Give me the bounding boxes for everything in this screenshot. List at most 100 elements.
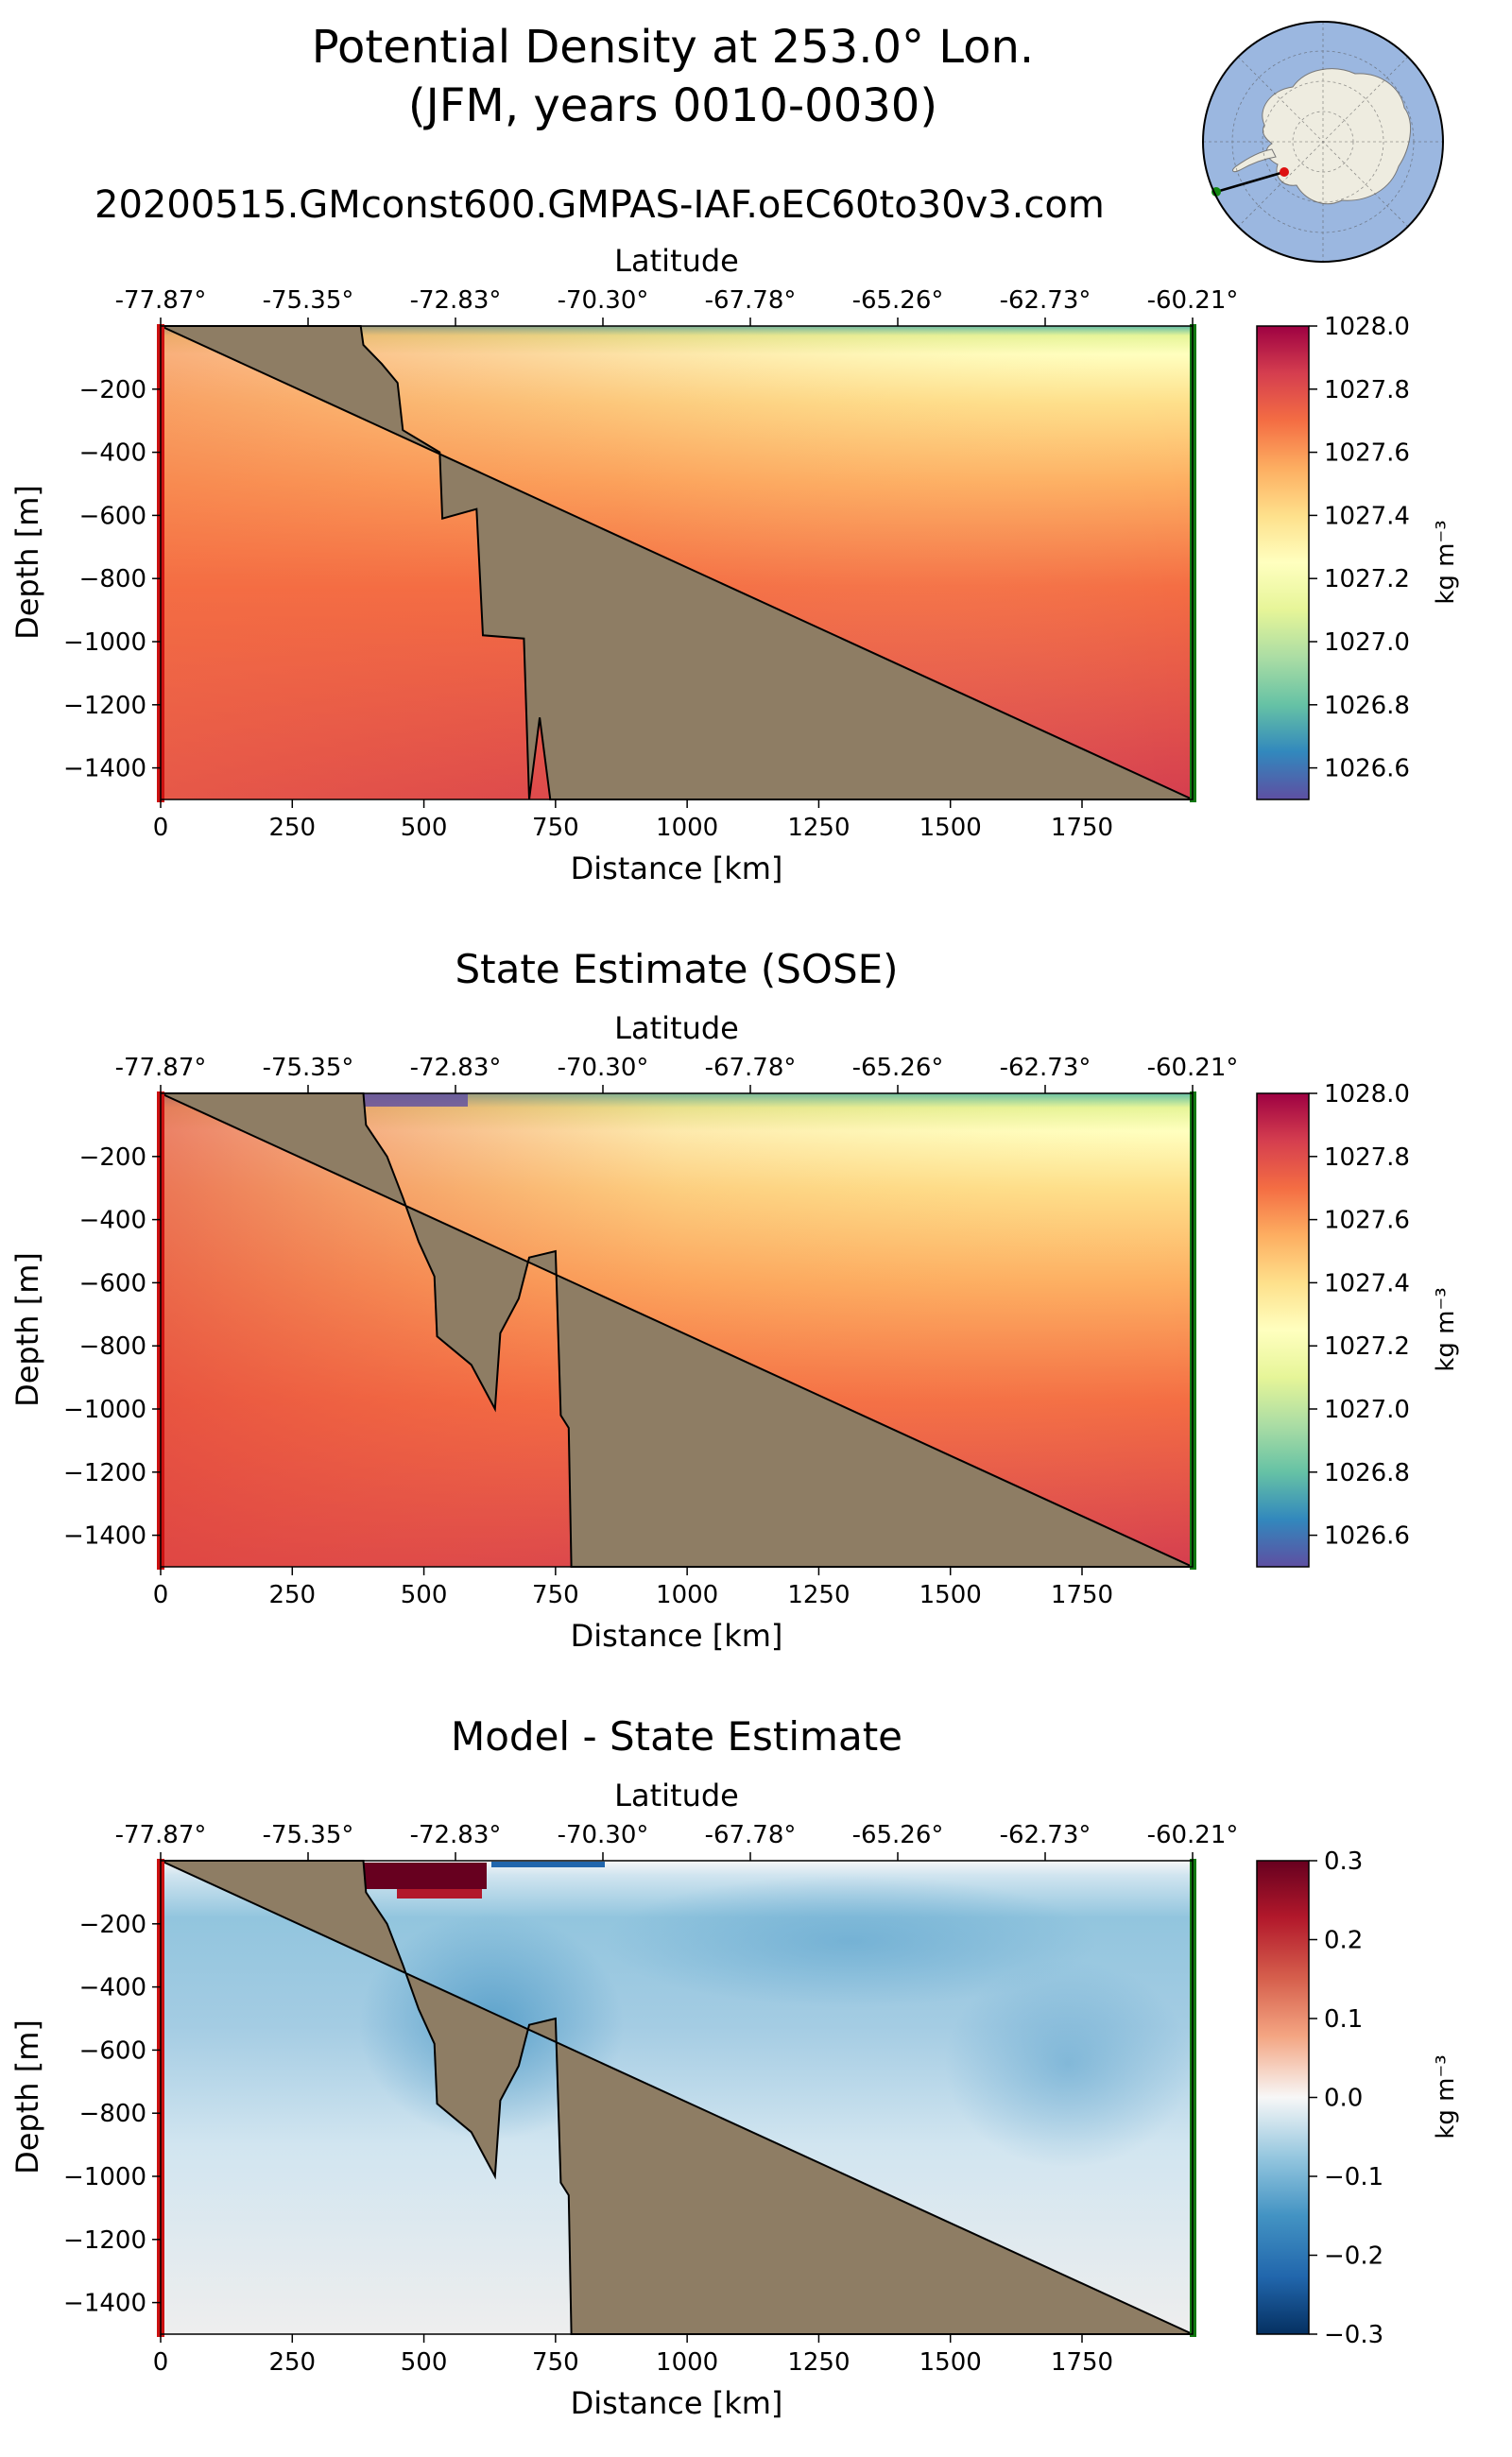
latitude-tick-label: -72.83° — [410, 286, 502, 315]
antarctic-peninsula — [1232, 148, 1277, 173]
colorbar-tick-label: 1027.8 — [1324, 1143, 1410, 1172]
colorbar-tick-label: 0.0 — [1324, 2085, 1363, 2113]
colorbar-tick-label: 0.2 — [1324, 1927, 1363, 1955]
depth-tick-label: −200 — [79, 1143, 146, 1172]
latitude-tick-label: -60.21° — [1147, 1054, 1239, 1082]
colorbar-tick-label: 1028.0 — [1324, 1080, 1410, 1108]
plot-frame — [160, 1092, 1194, 1568]
distance-axis: 0 250 500 750 1000 1250 1500 1750 — [153, 799, 1113, 842]
distance-tick-label: 0 — [153, 814, 169, 842]
depth-tick-label: −200 — [79, 1911, 146, 1939]
depth-tick-label: −1200 — [63, 692, 146, 720]
distance-tick-label: 1500 — [919, 2348, 982, 2377]
distance-tick-label: 750 — [532, 1581, 579, 1609]
colorbar-tick-label: 1027.8 — [1324, 376, 1410, 404]
depth-axis: −200 −400 −600 −800 −1000 −1200 −1400 — [63, 1911, 161, 2318]
latitude-tick-label: -72.83° — [410, 1821, 502, 1849]
seabed-land — [160, 1860, 1194, 2335]
depth-tick-label: −200 — [79, 376, 146, 404]
latitude-tick-label: -60.21° — [1147, 286, 1239, 315]
figure-title-line1: Potential Density at 253.0° Lon. — [312, 21, 1034, 74]
latitude-tick-label: -70.30° — [558, 1821, 649, 1849]
distance-tick-label: 0 — [153, 1581, 169, 1609]
distance-axis: 0 250 500 750 1000 1250 1500 1750 — [153, 2334, 1113, 2377]
colorbar-tick-label: 0.1 — [1324, 2005, 1363, 2034]
depth-axis: −200 −400 −600 −800 −1000 −1200 −1400 — [63, 1143, 161, 1551]
colorbar-tick-label: −0.2 — [1324, 2242, 1383, 2271]
depth-tick-label: −1400 — [63, 2290, 146, 2318]
distance-axis: 0 250 500 750 1000 1250 1500 1750 — [153, 1567, 1113, 1609]
colorbar-tick-label: 1027.2 — [1324, 1332, 1410, 1361]
distance-tick-label: 1750 — [1051, 1581, 1113, 1609]
latitude-tick-label: -65.26° — [852, 1054, 944, 1082]
latitude-axis-label: Latitude — [614, 1010, 739, 1046]
distance-tick-label: 1250 — [787, 1581, 850, 1609]
distance-tick-label: 1500 — [919, 1581, 982, 1609]
latitude-axis-label: Latitude — [614, 1778, 739, 1813]
depth-tick-label: −1000 — [63, 1396, 146, 1424]
map-graticule — [1203, 22, 1443, 262]
colorbar-label: kg m⁻³ — [1432, 2054, 1460, 2139]
figure-title-line2: (JFM, years 0010-0030) — [408, 79, 937, 132]
seabed-land — [160, 1092, 1194, 1568]
latitude-tick-label: -62.73° — [1000, 1054, 1091, 1082]
seabed-land — [160, 325, 1194, 800]
plot-frame — [160, 325, 1194, 800]
distance-axis-label: Distance [km] — [571, 2385, 783, 2421]
colorbar-tick-label: 1026.8 — [1324, 692, 1410, 720]
colorbar-tick-label: 1027.4 — [1324, 1269, 1410, 1297]
colorbar-tick-label: 1026.6 — [1324, 755, 1410, 783]
colorbar-tick-label: 1027.4 — [1324, 502, 1410, 530]
transect-line — [1215, 170, 1285, 194]
colorbar-ticks: 1028.0 1027.8 1027.6 1027.4 1027.2 1027.0 1026… — [1309, 313, 1410, 783]
distance-tick-label: 1250 — [787, 2348, 850, 2377]
depth-tick-label: −1200 — [63, 1459, 146, 1487]
colorbar-ticks: 0.3 0.2 0.1 0.0 −0.1 −0.2 −0.3 — [1309, 1847, 1383, 2349]
depth-tick-label: −800 — [79, 565, 146, 593]
positive-anomaly-shelf-edge — [397, 1889, 482, 1899]
colorbar-tick-label: −0.3 — [1324, 2321, 1383, 2349]
latitude-tick-label: -70.30° — [558, 1054, 649, 1082]
depth-axis-label: Depth [m] — [9, 2019, 45, 2174]
colorbar-tick-label: 1026.6 — [1324, 1522, 1410, 1551]
distance-tick-label: 250 — [268, 1581, 316, 1609]
depth-tick-label: −600 — [79, 2036, 146, 2065]
colorbar-tick-label: 1027.6 — [1324, 1207, 1410, 1235]
latitude-axis-label: Latitude — [614, 243, 739, 279]
colorbar-tick-label: 1028.0 — [1324, 313, 1410, 341]
depth-tick-label: −1000 — [63, 628, 146, 657]
distance-tick-label: 1500 — [919, 814, 982, 842]
depth-axis-label: Depth [m] — [9, 1252, 45, 1407]
distance-tick-label: 250 — [268, 814, 316, 842]
colorbar-ticks: 1028.0 1027.8 1027.6 1027.4 1027.2 1027.0 1026… — [1309, 1080, 1410, 1551]
latitude-tick-label: -62.73° — [1000, 286, 1091, 315]
latitude-tick-label: -62.73° — [1000, 1821, 1091, 1849]
transect-start-dot — [1280, 167, 1289, 177]
panel-sose: State Estimate (SOSE) -77.87° -75.35° -72.… — [9, 946, 1460, 1654]
distance-tick-label: 750 — [532, 814, 579, 842]
colorbar-label: kg m⁻³ — [1432, 1287, 1460, 1371]
latitude-axis: -77.87° -75.35° -72.83° -70.30° -67.78° -65.2… — [115, 1821, 1239, 1861]
latitude-tick-label: -60.21° — [1147, 1821, 1239, 1849]
latitude-tick-label: -77.87° — [115, 1054, 207, 1082]
distance-tick-label: 500 — [401, 2348, 448, 2377]
distance-tick-label: 1250 — [787, 814, 850, 842]
negative-anomaly-band — [605, 1875, 1096, 2007]
latitude-tick-label: -75.35° — [263, 1054, 354, 1082]
colorbar-tick-label: 1027.2 — [1324, 565, 1410, 593]
distance-axis-label: Distance [km] — [571, 850, 783, 886]
depth-tick-label: −800 — [79, 1332, 146, 1361]
colorbar-tick-label: 0.3 — [1324, 1847, 1363, 1876]
depth-tick-label: −600 — [79, 1269, 146, 1297]
latitude-tick-label: -70.30° — [558, 286, 649, 315]
positive-anomaly-shelf — [364, 1863, 487, 1889]
colorbar-tick-label: −0.1 — [1324, 2163, 1383, 2191]
negative-anomaly-east — [945, 1960, 1191, 2168]
antarctica-landmass — [1262, 68, 1411, 205]
latitude-tick-label: -67.78° — [705, 286, 797, 315]
colorbar-tick-label: 1026.8 — [1324, 1459, 1410, 1487]
distance-tick-label: 1750 — [1051, 2348, 1113, 2377]
latitude-axis: -77.87° -75.35° -72.83° -70.30° -67.78° -65.2… — [115, 286, 1239, 326]
colorbar-tick-label: 1027.0 — [1324, 628, 1410, 657]
